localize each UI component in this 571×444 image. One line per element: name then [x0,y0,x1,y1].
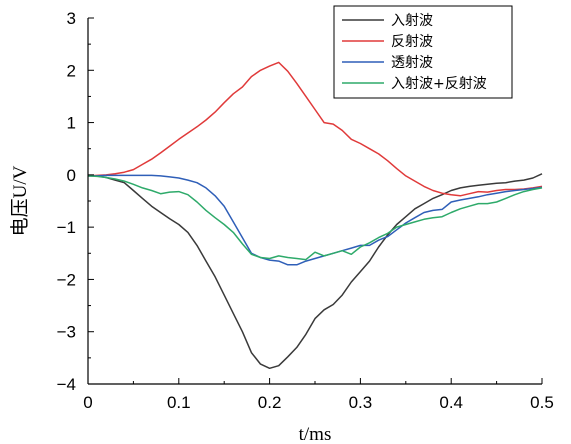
y-axis-label: 电压U/V [9,165,31,236]
legend-label: 入射波 [391,13,433,29]
y-tick-label: 2 [67,61,76,80]
x-tick-label: 0.5 [530,393,554,412]
ticks-layer: 0 0.1 0.2 0.3 0.4 0.5 3 2 1 0 −1 −2 −3 −4 [57,9,554,412]
x-tick-label: 0.1 [167,393,191,412]
series-layer [87,61,543,370]
legend-label: 入射波+反射波 [391,76,487,92]
y-tick-label: −4 [57,375,76,394]
series-line-1 [88,173,543,370]
y-tick-label: −3 [57,323,76,342]
legend-label: 透射波 [391,55,433,71]
y-tick-label: 1 [67,114,76,133]
legend-label: 反射波 [391,34,433,50]
x-tick-label: 0.4 [439,393,463,412]
series-line-4 [87,175,543,261]
y-tick-label: 3 [67,9,76,28]
x-tick-label: 0 [83,393,92,412]
y-tick-label: −2 [57,270,76,289]
series-line-3 [88,174,543,266]
y-tick-label: 0 [67,166,76,185]
x-tick-label: 0.2 [258,393,282,412]
x-axis-label: t/ms [299,424,332,444]
x-tick-label: 0.3 [349,393,373,412]
y-tick-label: −1 [57,218,76,237]
series-line-2 [87,61,543,197]
